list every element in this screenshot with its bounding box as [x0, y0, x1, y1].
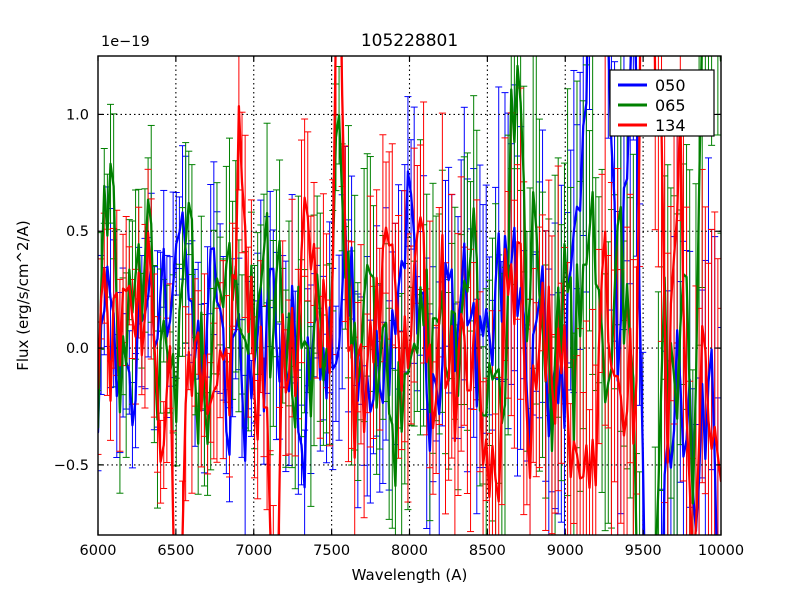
legend-label-065: 065 [655, 96, 686, 115]
y-axis-label: Flux (erg/s/cm^2/A) [14, 220, 32, 371]
xtick-label: 6500 [157, 543, 194, 559]
series-line-134 [98, 56, 721, 535]
xtick-label: 7500 [313, 543, 350, 559]
ytick-label: 0.5 [66, 224, 89, 240]
ytick-label: −0.5 [54, 458, 89, 474]
plot-title: 105228801 [361, 31, 458, 51]
xtick-label: 6000 [80, 543, 117, 559]
xtick-label: 8500 [469, 543, 506, 559]
ytick-label: 0.0 [66, 341, 89, 357]
series-line-050 [98, 56, 718, 535]
y-axis-offset-label: 1e−19 [101, 34, 150, 50]
xtick-label: 9000 [547, 543, 584, 559]
axes-layer [97, 55, 722, 536]
x-axis-label: Wavelength (A) [352, 566, 468, 584]
series-line-065 [98, 56, 721, 535]
xtick-label: 10000 [698, 543, 744, 559]
xtick-label: 9500 [625, 543, 662, 559]
ytick-label: 1.0 [66, 107, 89, 123]
xtick-label: 7000 [235, 543, 272, 559]
axis-text-layer: 6000 6500 7000 7500 8000 8500 9000 9500 10000 −0.… [14, 31, 744, 584]
xtick-label: 8000 [391, 543, 428, 559]
series-lines-layer [98, 56, 721, 535]
legend-label-050: 050 [655, 76, 686, 95]
legend-label-134: 134 [655, 116, 686, 135]
